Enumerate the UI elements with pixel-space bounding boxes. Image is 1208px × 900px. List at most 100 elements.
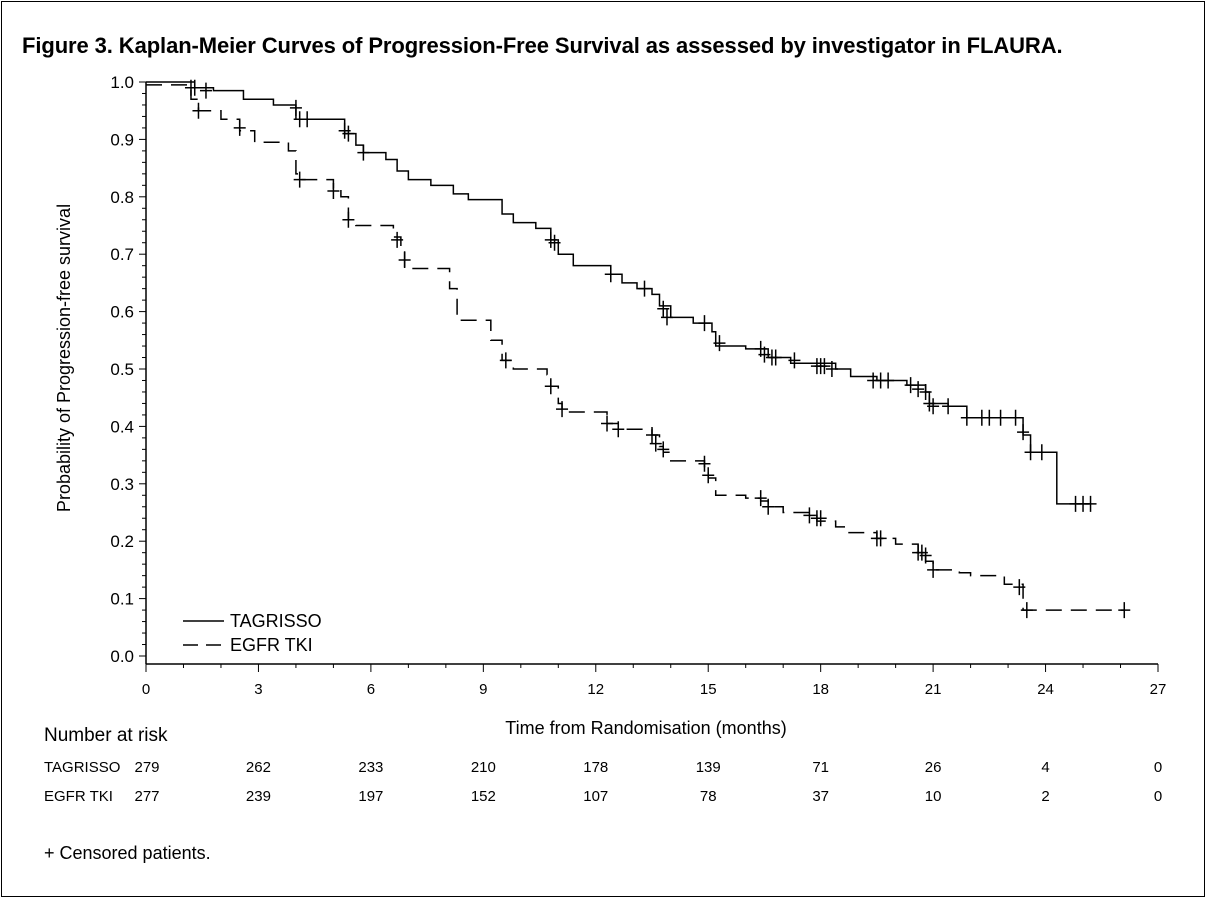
risk-value: 26 <box>924 759 942 776</box>
censor-mark-egfr-tki <box>192 102 205 119</box>
censor-mark-tagrisso <box>960 409 973 426</box>
censor-marks <box>184 79 1131 619</box>
risk-value: 4 <box>1041 759 1050 776</box>
censor-mark-egfr-tki <box>646 427 658 444</box>
censor-mark-egfr-tki <box>398 251 411 268</box>
x-tick-label: 24 <box>1037 681 1054 698</box>
x-tick-label: 18 <box>812 681 829 698</box>
censor-mark-tagrisso <box>604 266 617 283</box>
censor-mark-tagrisso <box>882 372 895 389</box>
censor-mark-tagrisso <box>548 234 561 251</box>
y-tick-label: 0.2 <box>110 532 134 551</box>
censor-mark-tagrisso <box>1084 495 1097 512</box>
y-tick-label: 0.0 <box>110 647 134 666</box>
censor-mark-tagrisso <box>983 409 996 426</box>
x-tick-label: 27 <box>1150 681 1167 698</box>
y-tick-label: 1.0 <box>110 73 134 92</box>
censor-mark-egfr-tki <box>556 401 569 418</box>
risk-value: 78 <box>699 788 717 805</box>
censor-mark-egfr-tki <box>233 119 246 136</box>
censor-mark-egfr-tki <box>803 507 816 524</box>
legend-label-tagrisso: TAGRISSO <box>230 611 322 631</box>
censor-mark-tagrisso <box>698 315 711 332</box>
censor-mark-tagrisso <box>825 361 838 377</box>
censor-mark-tagrisso <box>301 111 314 128</box>
curve-egfr-tki <box>146 84 1125 611</box>
risk-value: 2 <box>1041 788 1050 805</box>
censor-footnote: + Censored patients. <box>44 843 211 863</box>
y-tick-label: 0.4 <box>110 417 134 436</box>
censor-mark-tagrisso <box>942 398 955 415</box>
censor-mark-egfr-tki <box>601 415 614 432</box>
chart-axes <box>145 82 1158 665</box>
censor-mark-egfr-tki <box>919 547 932 564</box>
risk-table-title: Number at risk <box>44 725 168 746</box>
x-tick-label: 9 <box>479 681 487 698</box>
risk-value: 279 <box>134 759 160 776</box>
x-axis-label: Time from Randomisation (months) <box>505 718 786 738</box>
legend-label-egfr-tki: EGFR TKI <box>230 635 313 655</box>
censor-mark-tagrisso <box>788 352 801 369</box>
x-ticks: 0 3 6 9 12 15 18 21 24 27 <box>142 664 1167 698</box>
censor-mark-tagrisso <box>342 125 355 142</box>
censor-mark-tagrisso <box>927 398 940 415</box>
x-tick-label: 6 <box>367 681 375 698</box>
censor-mark-tagrisso <box>904 377 917 394</box>
censor-mark-egfr-tki <box>657 441 670 458</box>
censor-mark-tagrisso <box>1009 409 1022 426</box>
legend: TAGRISSO EGFR TKI <box>183 611 322 655</box>
censor-mark-tagrisso <box>638 280 651 297</box>
y-tick-label: 0.6 <box>110 303 134 322</box>
censor-mark-tagrisso <box>758 346 771 363</box>
y-axis-label: Probability of Progression-free survival <box>54 204 74 512</box>
censor-mark-tagrisso <box>660 309 673 326</box>
censor-mark-egfr-tki <box>544 378 557 395</box>
censor-mark-egfr-tki <box>874 530 887 547</box>
censor-mark-tagrisso <box>357 144 370 161</box>
censor-mark-tagrisso <box>289 99 302 116</box>
y-tick-label: 0.7 <box>110 245 134 264</box>
censor-mark-egfr-tki <box>1013 579 1026 596</box>
censor-mark-tagrisso <box>769 349 782 366</box>
censor-mark-egfr-tki <box>327 183 340 200</box>
risk-value: 139 <box>695 759 721 776</box>
risk-value: 152 <box>470 788 496 805</box>
survival-curves <box>146 81 1125 611</box>
censor-mark-egfr-tki <box>754 490 767 507</box>
censor-mark-egfr-tki <box>1118 602 1131 619</box>
risk-value: 107 <box>583 788 609 805</box>
censor-mark-tagrisso <box>818 358 831 375</box>
censor-mark-egfr-tki <box>391 231 404 248</box>
censor-mark-egfr-tki <box>499 352 512 369</box>
censor-mark-egfr-tki <box>698 455 711 472</box>
y-tick-label: 0.1 <box>110 590 134 609</box>
censor-mark-egfr-tki <box>1020 602 1033 619</box>
risk-value: 0 <box>1153 759 1163 776</box>
risk-value: 178 <box>583 759 609 776</box>
censor-mark-tagrisso <box>199 82 212 99</box>
risk-value: 37 <box>812 788 829 805</box>
risk-row-label-egfr-tki: EGFR TKI <box>44 788 113 805</box>
censor-mark-tagrisso <box>188 79 201 96</box>
censor-mark-tagrisso <box>919 383 932 400</box>
x-tick-label: 0 <box>142 681 150 698</box>
censor-mark-tagrisso <box>994 409 1007 426</box>
x-tick-label: 3 <box>254 681 262 698</box>
censor-mark-egfr-tki <box>649 435 662 452</box>
risk-value: 233 <box>358 759 384 776</box>
risk-value: 262 <box>245 759 271 776</box>
risk-value: 71 <box>812 759 829 776</box>
risk-value: 277 <box>134 788 160 805</box>
x-tick-label: 15 <box>700 681 717 698</box>
risk-value: 239 <box>245 788 271 805</box>
censor-mark-egfr-tki <box>342 211 355 228</box>
risk-value: 0 <box>1153 788 1163 805</box>
censor-mark-egfr-tki <box>702 467 715 484</box>
risk-value: 197 <box>358 788 384 805</box>
y-tick-label: 0.3 <box>110 475 134 494</box>
censor-mark-egfr-tki <box>927 561 940 578</box>
censor-mark-egfr-tki <box>612 421 625 438</box>
y-tick-label: 0.9 <box>110 130 134 149</box>
censor-mark-egfr-tki <box>762 498 775 515</box>
